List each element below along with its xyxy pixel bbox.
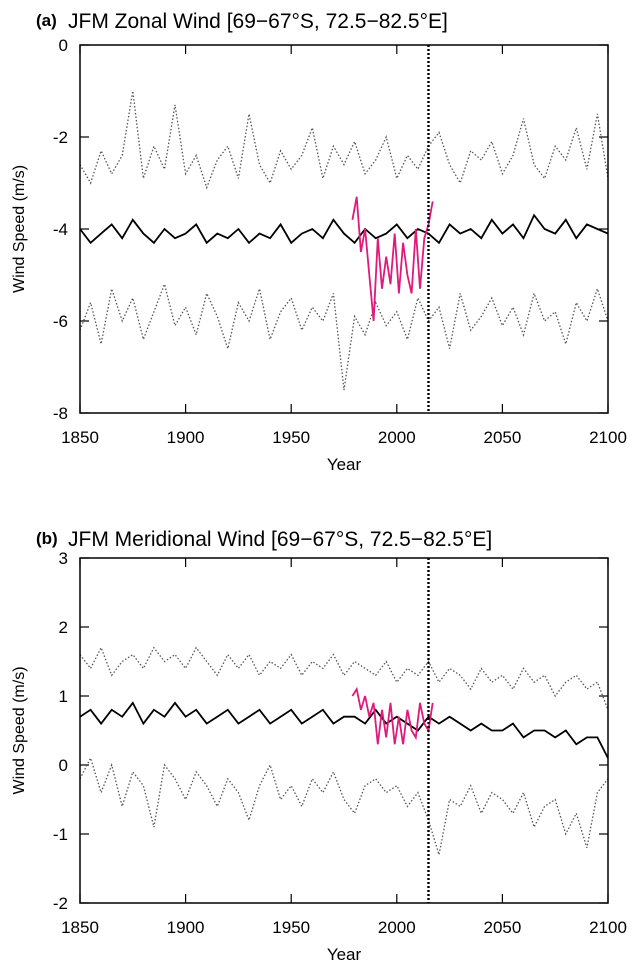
y-tick-label: -8 bbox=[53, 404, 68, 423]
x-tick-label: 1850 bbox=[61, 918, 99, 937]
x-tick-label: 2050 bbox=[483, 918, 521, 937]
series-line bbox=[79, 701, 609, 759]
y-tick-label: 1 bbox=[59, 687, 68, 706]
series-line bbox=[351, 686, 434, 745]
plot-frame bbox=[79, 557, 609, 904]
series-line bbox=[79, 213, 609, 245]
x-tick-label: 2000 bbox=[378, 428, 416, 447]
chart-title: JFM Zonal Wind [69−67°S, 72.5−82.5°E] bbox=[68, 10, 448, 33]
y-axis-label: Wind Speed (m/s) bbox=[11, 165, 28, 293]
y-tick-label: 3 bbox=[59, 549, 68, 568]
y-tick-label: 0 bbox=[59, 36, 68, 55]
x-axis-label: Year bbox=[327, 945, 362, 961]
panel-label: (a) bbox=[36, 11, 57, 30]
y-tick-label: -6 bbox=[53, 312, 68, 331]
x-tick-label: 1900 bbox=[167, 428, 205, 447]
x-tick-label: 2050 bbox=[483, 428, 521, 447]
x-tick-label: 1950 bbox=[272, 428, 310, 447]
series-line bbox=[351, 196, 434, 322]
x-tick-label: 1950 bbox=[272, 918, 310, 937]
y-tick-label: 0 bbox=[59, 756, 68, 775]
series-line bbox=[79, 646, 609, 711]
y-tick-label: -1 bbox=[53, 825, 68, 844]
x-tick-label: 1900 bbox=[167, 918, 205, 937]
x-tick-label: 2100 bbox=[589, 428, 627, 447]
y-tick-label: -4 bbox=[53, 220, 68, 239]
panel-label: (b) bbox=[36, 529, 58, 548]
chart-title: JFM Meridional Wind [69−67°S, 72.5−82.5°… bbox=[68, 528, 492, 551]
y-tick-label: -2 bbox=[53, 128, 68, 147]
y-tick-label: 2 bbox=[59, 618, 68, 637]
y-axis-label: Wind Speed (m/s) bbox=[11, 666, 28, 794]
x-axis-label: Year bbox=[327, 455, 362, 474]
series-line bbox=[79, 282, 609, 391]
plot-frame bbox=[79, 44, 609, 414]
y-tick-label: -2 bbox=[53, 894, 68, 913]
series-line bbox=[79, 756, 609, 855]
x-tick-label: 2100 bbox=[589, 918, 627, 937]
x-tick-label: 1850 bbox=[61, 428, 99, 447]
x-tick-label: 2000 bbox=[378, 918, 416, 937]
series-line bbox=[79, 90, 609, 190]
